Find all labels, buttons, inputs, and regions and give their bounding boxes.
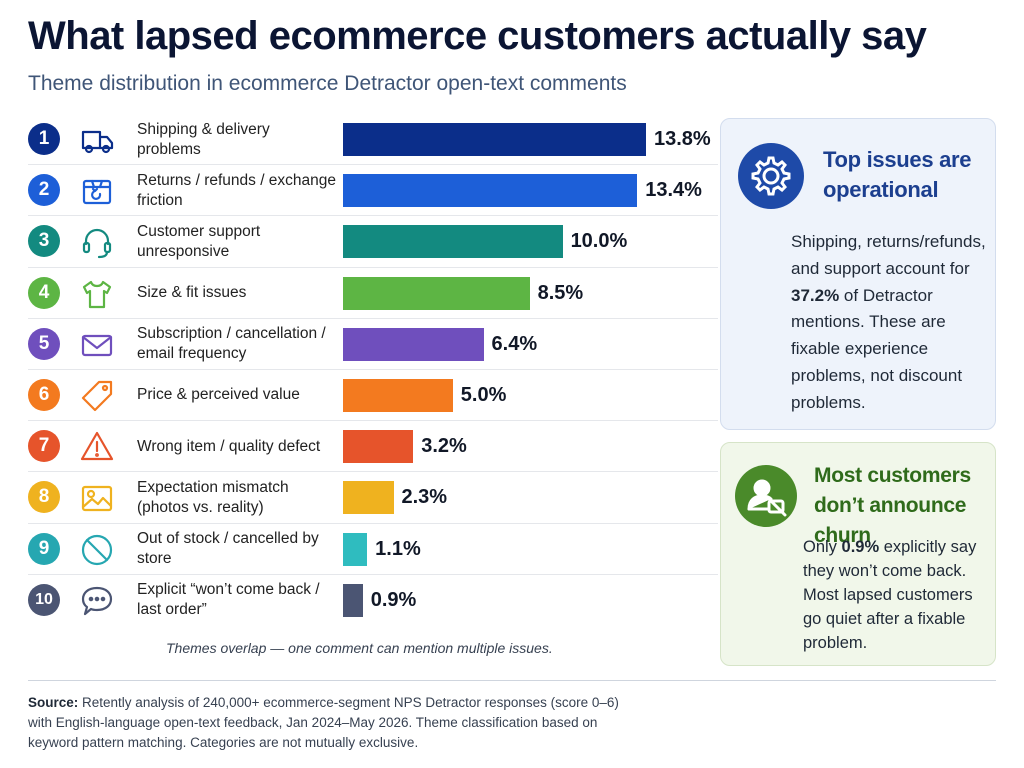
data-label: 0.9% bbox=[370, 588, 417, 611]
card1-heading: Top issues are operational bbox=[823, 147, 972, 202]
chart-row: 5 Subscription / cancellation / email fre… bbox=[28, 319, 718, 370]
category-label: Subscription / cancellation / email freq… bbox=[137, 325, 326, 363]
bar bbox=[343, 430, 414, 464]
operational-issues-card: Top issues are operational Shipping, ret… bbox=[720, 118, 996, 430]
warning-icon bbox=[78, 428, 116, 466]
envelope-icon bbox=[78, 326, 116, 364]
data-label: 13.4% bbox=[645, 179, 702, 202]
prohibited-icon bbox=[78, 531, 116, 569]
rank-badge: 10 bbox=[28, 583, 60, 616]
data-label: 2.3% bbox=[401, 486, 448, 509]
bar bbox=[343, 583, 363, 617]
bar bbox=[343, 327, 484, 361]
chart-row: 3 Customer support unresponsive 10.0% bbox=[28, 216, 718, 268]
gear-icon bbox=[738, 143, 804, 209]
bar bbox=[343, 225, 563, 259]
bar-chart: 1 Shipping & delivery problems 13.8% 2 Retur… bbox=[28, 114, 718, 626]
chat-bubble-icon bbox=[78, 582, 116, 620]
tshirt-icon bbox=[78, 275, 116, 313]
rank-badge: 7 bbox=[28, 430, 60, 463]
chart-title: What lapsed ecommerce customers actually… bbox=[28, 14, 927, 58]
bar bbox=[343, 532, 368, 566]
data-label: 1.1% bbox=[375, 537, 421, 560]
rank-badge: 9 bbox=[28, 532, 60, 565]
data-label: 3.2% bbox=[421, 435, 467, 458]
data-label: 13.8% bbox=[654, 128, 711, 150]
card1-body: Shipping, returns/refunds, and support a… bbox=[791, 232, 986, 412]
rank-badge: 6 bbox=[28, 378, 60, 411]
bar bbox=[343, 481, 394, 515]
rank-badge: 3 bbox=[28, 225, 60, 258]
image-icon bbox=[78, 479, 116, 517]
return-box-icon bbox=[78, 172, 116, 210]
card2-heading: Most customers don’t announce churn bbox=[814, 464, 971, 547]
bar bbox=[343, 378, 453, 412]
rank-badge: 8 bbox=[28, 481, 60, 514]
category-label: Explicit “won’t come back / last order” bbox=[137, 581, 320, 619]
rank-badge: 2 bbox=[28, 174, 60, 207]
category-label: Returns / refunds / exchange friction bbox=[137, 171, 337, 209]
chart-row: 1 Shipping & delivery problems 13.8% bbox=[28, 114, 718, 166]
data-label: 6.4% bbox=[491, 332, 538, 355]
bar bbox=[343, 123, 646, 156]
silent-user-icon bbox=[735, 465, 797, 527]
chart-row: 4 Size & fit issues 8.5% bbox=[28, 268, 718, 319]
card2-body: Only 0.9% explicitly say they won’t come… bbox=[803, 538, 977, 652]
data-label: 5.0% bbox=[460, 383, 507, 406]
rank-badge: 4 bbox=[28, 276, 60, 309]
category-label: Out of stock / cancelled by store bbox=[137, 530, 319, 567]
chart-row: 8 Expectation mismatch (photos vs. realit… bbox=[28, 472, 718, 524]
data-label: 8.5% bbox=[537, 281, 584, 304]
chart-row: 7 Wrong item / quality defect 3.2% bbox=[28, 421, 718, 473]
overlap-note: Themes overlap — one comment can mention… bbox=[166, 640, 553, 656]
chart-row: 6 Price & perceived value 5.0% bbox=[28, 370, 718, 422]
rank-badge: 5 bbox=[28, 327, 60, 360]
category-label: Customer support unresponsive bbox=[137, 222, 261, 260]
category-label: Shipping & delivery problems bbox=[137, 120, 270, 158]
chart-row: 10 Explicit “won’t come back / last order… bbox=[28, 575, 718, 626]
rank-badge: 1 bbox=[28, 123, 60, 155]
category-label: Size & fit issues bbox=[137, 284, 247, 302]
data-label: 10.0% bbox=[570, 230, 628, 253]
headset-icon bbox=[78, 223, 116, 261]
chart-row: 9 Out of stock / cancelled by store 1.1% bbox=[28, 524, 718, 575]
truck-icon bbox=[78, 121, 116, 159]
bar bbox=[343, 174, 638, 208]
card1-highlight: 37.2% bbox=[791, 285, 840, 305]
source-note: Source: Retently analysis of 240,000+ ec… bbox=[28, 695, 619, 750]
silent-churn-card: Most customers don’t announce churn Only… bbox=[720, 442, 996, 666]
bar bbox=[343, 276, 530, 310]
category-label: Wrong item / quality defect bbox=[137, 437, 321, 455]
category-label: Price & perceived value bbox=[137, 386, 300, 404]
chart-row: 2 Returns / refunds / exchange friction 13… bbox=[28, 165, 718, 217]
price-tag-icon bbox=[78, 377, 116, 415]
footer-divider bbox=[28, 680, 996, 681]
card2-highlight: 0.9% bbox=[841, 538, 880, 556]
chart-subtitle: Theme distribution in ecommerce Detracto… bbox=[28, 72, 627, 95]
category-label: Expectation mismatch (photos vs. reality… bbox=[137, 478, 289, 516]
